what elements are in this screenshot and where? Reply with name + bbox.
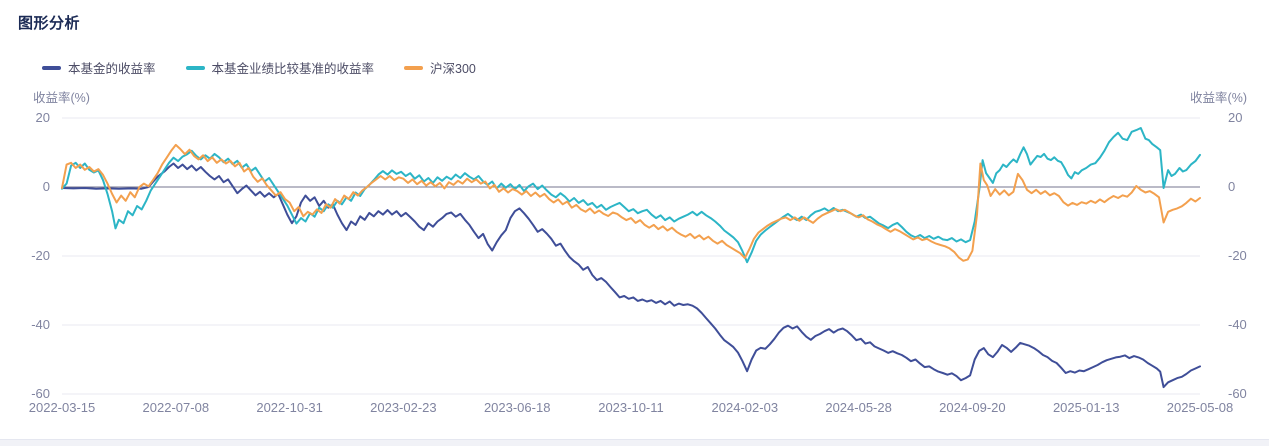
x-tick-2025-01-13: 2025-01-13 (1052, 400, 1120, 415)
x-tick-2024-02-03: 2024-02-03 (711, 400, 779, 415)
y-axis-name-right: 收益率(%) (1190, 91, 1247, 105)
y-tick-left--40: -40 (31, 317, 50, 332)
y-tick-right--20: -20 (1228, 248, 1247, 263)
y-tick-right--60: -60 (1228, 386, 1247, 401)
x-tick-2022-03-15: 2022-03-15 (28, 400, 96, 415)
legend-label: 本基金业绩比较基准的收益率 (211, 62, 375, 76)
series-line-0 (61, 162, 1201, 389)
legend-swatch (404, 65, 424, 70)
x-tick-2024-05-28: 2024-05-28 (825, 400, 892, 415)
legend: 本基金的收益率 本基金业绩比较基准的收益率 沪深300 (42, 58, 476, 77)
y-tick-right--40: -40 (1228, 317, 1247, 332)
x-tick-2023-06-18: 2023-06-18 (483, 400, 551, 415)
y-tick-left--20: -20 (31, 248, 50, 263)
x-tick-2025-05-08: 2025-05-08 (1166, 400, 1234, 415)
x-tick-2022-10-31: 2022-10-31 (256, 400, 323, 415)
section-header: 图形分析 (18, 12, 80, 33)
legend-label: 沪深300 (430, 62, 476, 76)
series-line-2 (61, 143, 1201, 262)
legend-item-2[interactable]: 沪深300 (404, 58, 476, 77)
y-tick-left-0: 0 (42, 179, 50, 194)
series-line-1 (61, 127, 1201, 264)
x-tick-2023-02-23: 2023-02-23 (370, 400, 437, 415)
x-tick-2024-09-20: 2024-09-20 (939, 400, 1006, 415)
legend-label: 本基金的收益率 (68, 62, 156, 76)
y-axis-name-left: 收益率(%) (33, 91, 90, 105)
x-tick-2023-10-11: 2023-10-11 (598, 400, 664, 415)
y-tick-right-0: 0 (1228, 179, 1236, 194)
y-tick-left--60: -60 (31, 386, 50, 401)
y-tick-left-20: 20 (35, 110, 50, 125)
page-title: 图形分析 (18, 15, 81, 32)
y-tick-right-20: 20 (1228, 110, 1243, 125)
legend-item-0[interactable]: 本基金的收益率 (42, 58, 156, 77)
legend-swatch (185, 65, 205, 70)
bottom-divider (0, 439, 1269, 446)
legend-item-1[interactable]: 本基金业绩比较基准的收益率 (185, 58, 375, 77)
legend-swatch (42, 65, 61, 70)
x-tick-2022-07-08: 2022-07-08 (142, 400, 210, 415)
